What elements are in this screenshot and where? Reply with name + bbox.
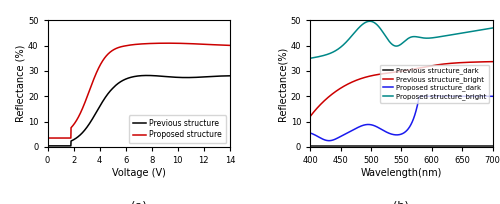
Proposed structure_dark <box>381 130 387 132</box>
Previous structure_dark <box>381 145 387 148</box>
Line: Proposed structure_bright: Proposed structure_bright <box>310 21 492 58</box>
Previous structure <box>144 74 150 77</box>
X-axis label: Wavelength(nm): Wavelength(nm) <box>360 168 442 178</box>
Proposed structure <box>227 44 233 47</box>
Y-axis label: Reflectance (%): Reflectance (%) <box>15 45 25 122</box>
Previous structure_bright <box>450 62 456 64</box>
Previous structure <box>118 80 124 83</box>
Previous structure_dark <box>307 145 313 148</box>
Proposed structure_bright <box>432 36 438 39</box>
Text: (b): (b) <box>394 200 409 204</box>
Previous structure_bright <box>307 115 313 118</box>
Line: Proposed structure_dark: Proposed structure_dark <box>310 96 492 141</box>
Previous structure_dark <box>326 145 332 148</box>
Proposed structure_bright <box>453 33 459 35</box>
Proposed structure_dark <box>307 132 313 134</box>
Previous structure <box>227 75 233 77</box>
Proposed structure_bright <box>307 57 313 60</box>
Previous structure_bright <box>388 71 394 74</box>
Previous structure_dark <box>452 145 458 148</box>
Previous structure_dark <box>450 145 456 148</box>
Proposed structure <box>187 42 193 45</box>
Previous structure_bright <box>381 72 387 75</box>
Line: Previous structure: Previous structure <box>48 75 230 146</box>
Proposed structure_dark <box>450 95 456 98</box>
Proposed structure_bright <box>490 27 496 29</box>
Proposed structure_dark <box>326 140 332 142</box>
Previous structure_dark <box>388 145 394 148</box>
Proposed structure_dark <box>416 95 422 98</box>
Proposed structure <box>170 42 176 44</box>
Text: (a): (a) <box>131 200 146 204</box>
Previous structure_bright <box>432 64 438 66</box>
Proposed structure_dark <box>326 140 332 142</box>
Proposed structure <box>63 137 69 139</box>
Proposed structure_dark <box>490 95 496 98</box>
Line: Previous structure_bright: Previous structure_bright <box>310 62 492 116</box>
Previous structure <box>190 76 196 79</box>
Proposed structure <box>118 45 124 48</box>
Proposed structure <box>164 42 170 44</box>
Legend: Previous structure, Proposed structure: Previous structure, Proposed structure <box>129 115 226 143</box>
Proposed structure_bright <box>367 20 373 22</box>
Proposed structure <box>125 44 131 47</box>
Proposed structure_dark <box>453 95 459 98</box>
X-axis label: Voltage (V): Voltage (V) <box>112 168 166 178</box>
Previous structure_bright <box>326 96 332 98</box>
Proposed structure <box>44 137 51 139</box>
Proposed structure_bright <box>381 33 387 35</box>
Previous structure_dark <box>432 145 438 148</box>
Proposed structure_dark <box>388 133 394 135</box>
Proposed structure_dark <box>432 95 438 98</box>
Previous structure_bright <box>452 62 458 64</box>
Proposed structure_bright <box>388 42 394 44</box>
Previous structure <box>44 145 51 147</box>
Legend: Previous structure_dark, Previous structure_bright, Proposed structure_dark, Pro: Previous structure_dark, Previous struct… <box>380 65 489 103</box>
Previous structure_bright <box>490 60 496 63</box>
Previous structure <box>187 76 193 79</box>
Proposed structure <box>190 43 196 45</box>
Line: Proposed structure: Proposed structure <box>48 43 230 138</box>
Proposed structure_bright <box>326 53 332 55</box>
Proposed structure_bright <box>450 33 456 36</box>
Previous structure_dark <box>490 145 496 148</box>
Previous structure <box>63 145 69 147</box>
Previous structure <box>170 76 176 78</box>
Previous structure <box>125 77 131 80</box>
Y-axis label: Reflectance(%): Reflectance(%) <box>278 47 287 121</box>
